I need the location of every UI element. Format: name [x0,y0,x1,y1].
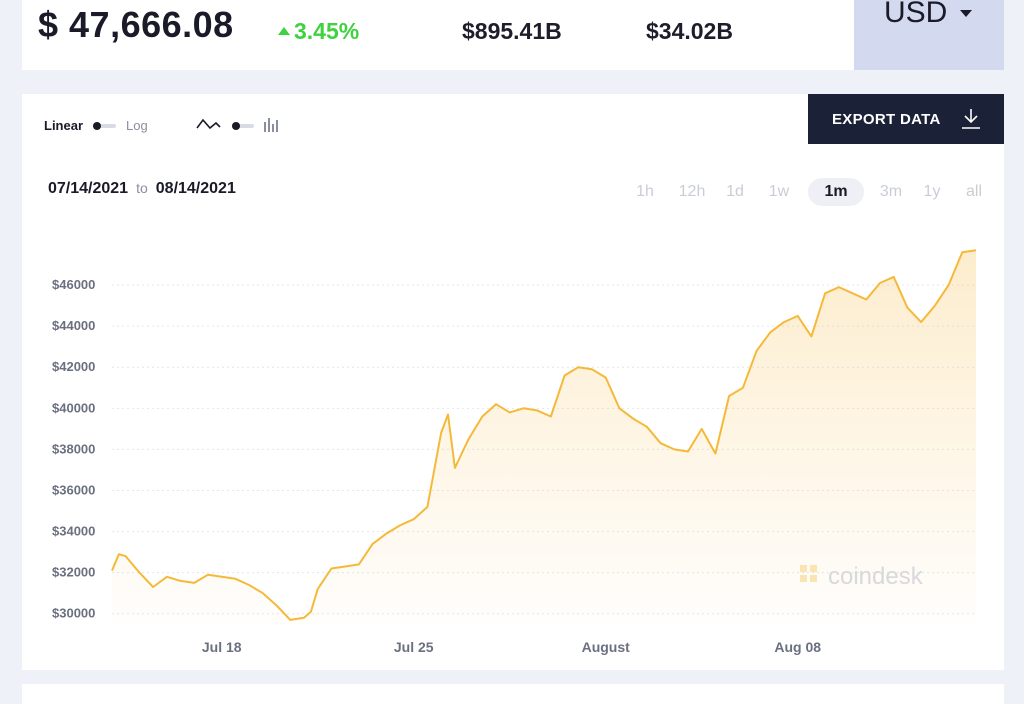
range-button-1w[interactable]: 1w [768,183,790,200]
range-button-1m[interactable]: 1m [808,178,864,206]
chart-type-icons [196,118,278,132]
export-data-label: EXPORT DATA [832,111,941,128]
y-axis-labels: $30000 $32000 $34000 $36000 $38000 $40000 $420… [52,277,95,621]
lower-panel [22,684,1004,704]
market-stat-2: $34.02B [646,18,733,44]
current-price: $ 47,666.08 [38,4,234,45]
range-button-3m[interactable]: 3m [879,183,903,200]
caret-down-icon [960,10,972,17]
x-tick-label: August [582,639,631,655]
export-data-button[interactable]: EXPORT DATA [808,94,1004,144]
range-button-1y[interactable]: 1y [923,183,941,200]
download-icon [960,108,982,133]
range-button-1d[interactable]: 1d [726,183,744,200]
price-area [112,250,976,624]
line-chart-icon [196,118,221,130]
range-button-1h[interactable]: 1h [636,183,654,200]
y-tick-label: $42000 [52,359,95,374]
date-from[interactable]: 07/14/2021 [48,180,129,197]
price-change: 3.45% [278,18,359,45]
y-tick-label: $38000 [52,441,95,456]
up-arrow-icon [278,26,290,35]
y-tick-label: $44000 [52,318,95,333]
price-line [111,249,977,621]
price-change-value: 3.45% [294,18,360,44]
y-tick-label: $46000 [52,277,95,292]
y-tick-label: $40000 [52,400,95,415]
currency-selector[interactable]: USD [854,0,1004,70]
scale-log-label: Log [126,118,148,133]
date-to-word: to [136,180,148,196]
range-button-all[interactable]: all [965,183,982,200]
range-button-12h[interactable]: 12h [678,183,706,200]
type-switch-knob [232,122,240,130]
bar-chart-icon [264,118,278,132]
y-tick-label: $34000 [52,524,95,539]
x-tick-label: Aug 08 [774,639,821,655]
x-tick-label: Jul 25 [394,639,434,655]
x-tick-label: Jul 18 [202,639,242,655]
market-stat-1: $895.41B [462,18,562,44]
chart-type-toggle[interactable] [196,116,286,136]
y-tick-label: $36000 [52,482,95,497]
range-selector: 1h 12h 1d 1w 1m 3m 1y all [608,178,982,206]
scale-switch[interactable] [93,122,116,130]
scale-switch-knob [93,122,101,130]
ticker-bar: $ 47,666.08 3.45% $895.41B $34.02B [22,0,854,70]
y-tick-label: $30000 [52,606,95,621]
x-axis-labels: Jul 18 Jul 25 August Aug 08 [202,639,821,655]
chart-panel: Linear Log EXPORT DATA 07/14/2 [22,94,1004,670]
y-tick-label: $32000 [52,565,95,580]
scale-linear-label: Linear [44,118,84,133]
currency-label: USD [884,0,948,29]
date-to[interactable]: 08/14/2021 [155,180,236,197]
date-range: 07/14/2021 to 08/14/2021 [48,180,236,198]
price-chart: $30000 $32000 $34000 $36000 $38000 $40000 $420… [52,249,977,655]
